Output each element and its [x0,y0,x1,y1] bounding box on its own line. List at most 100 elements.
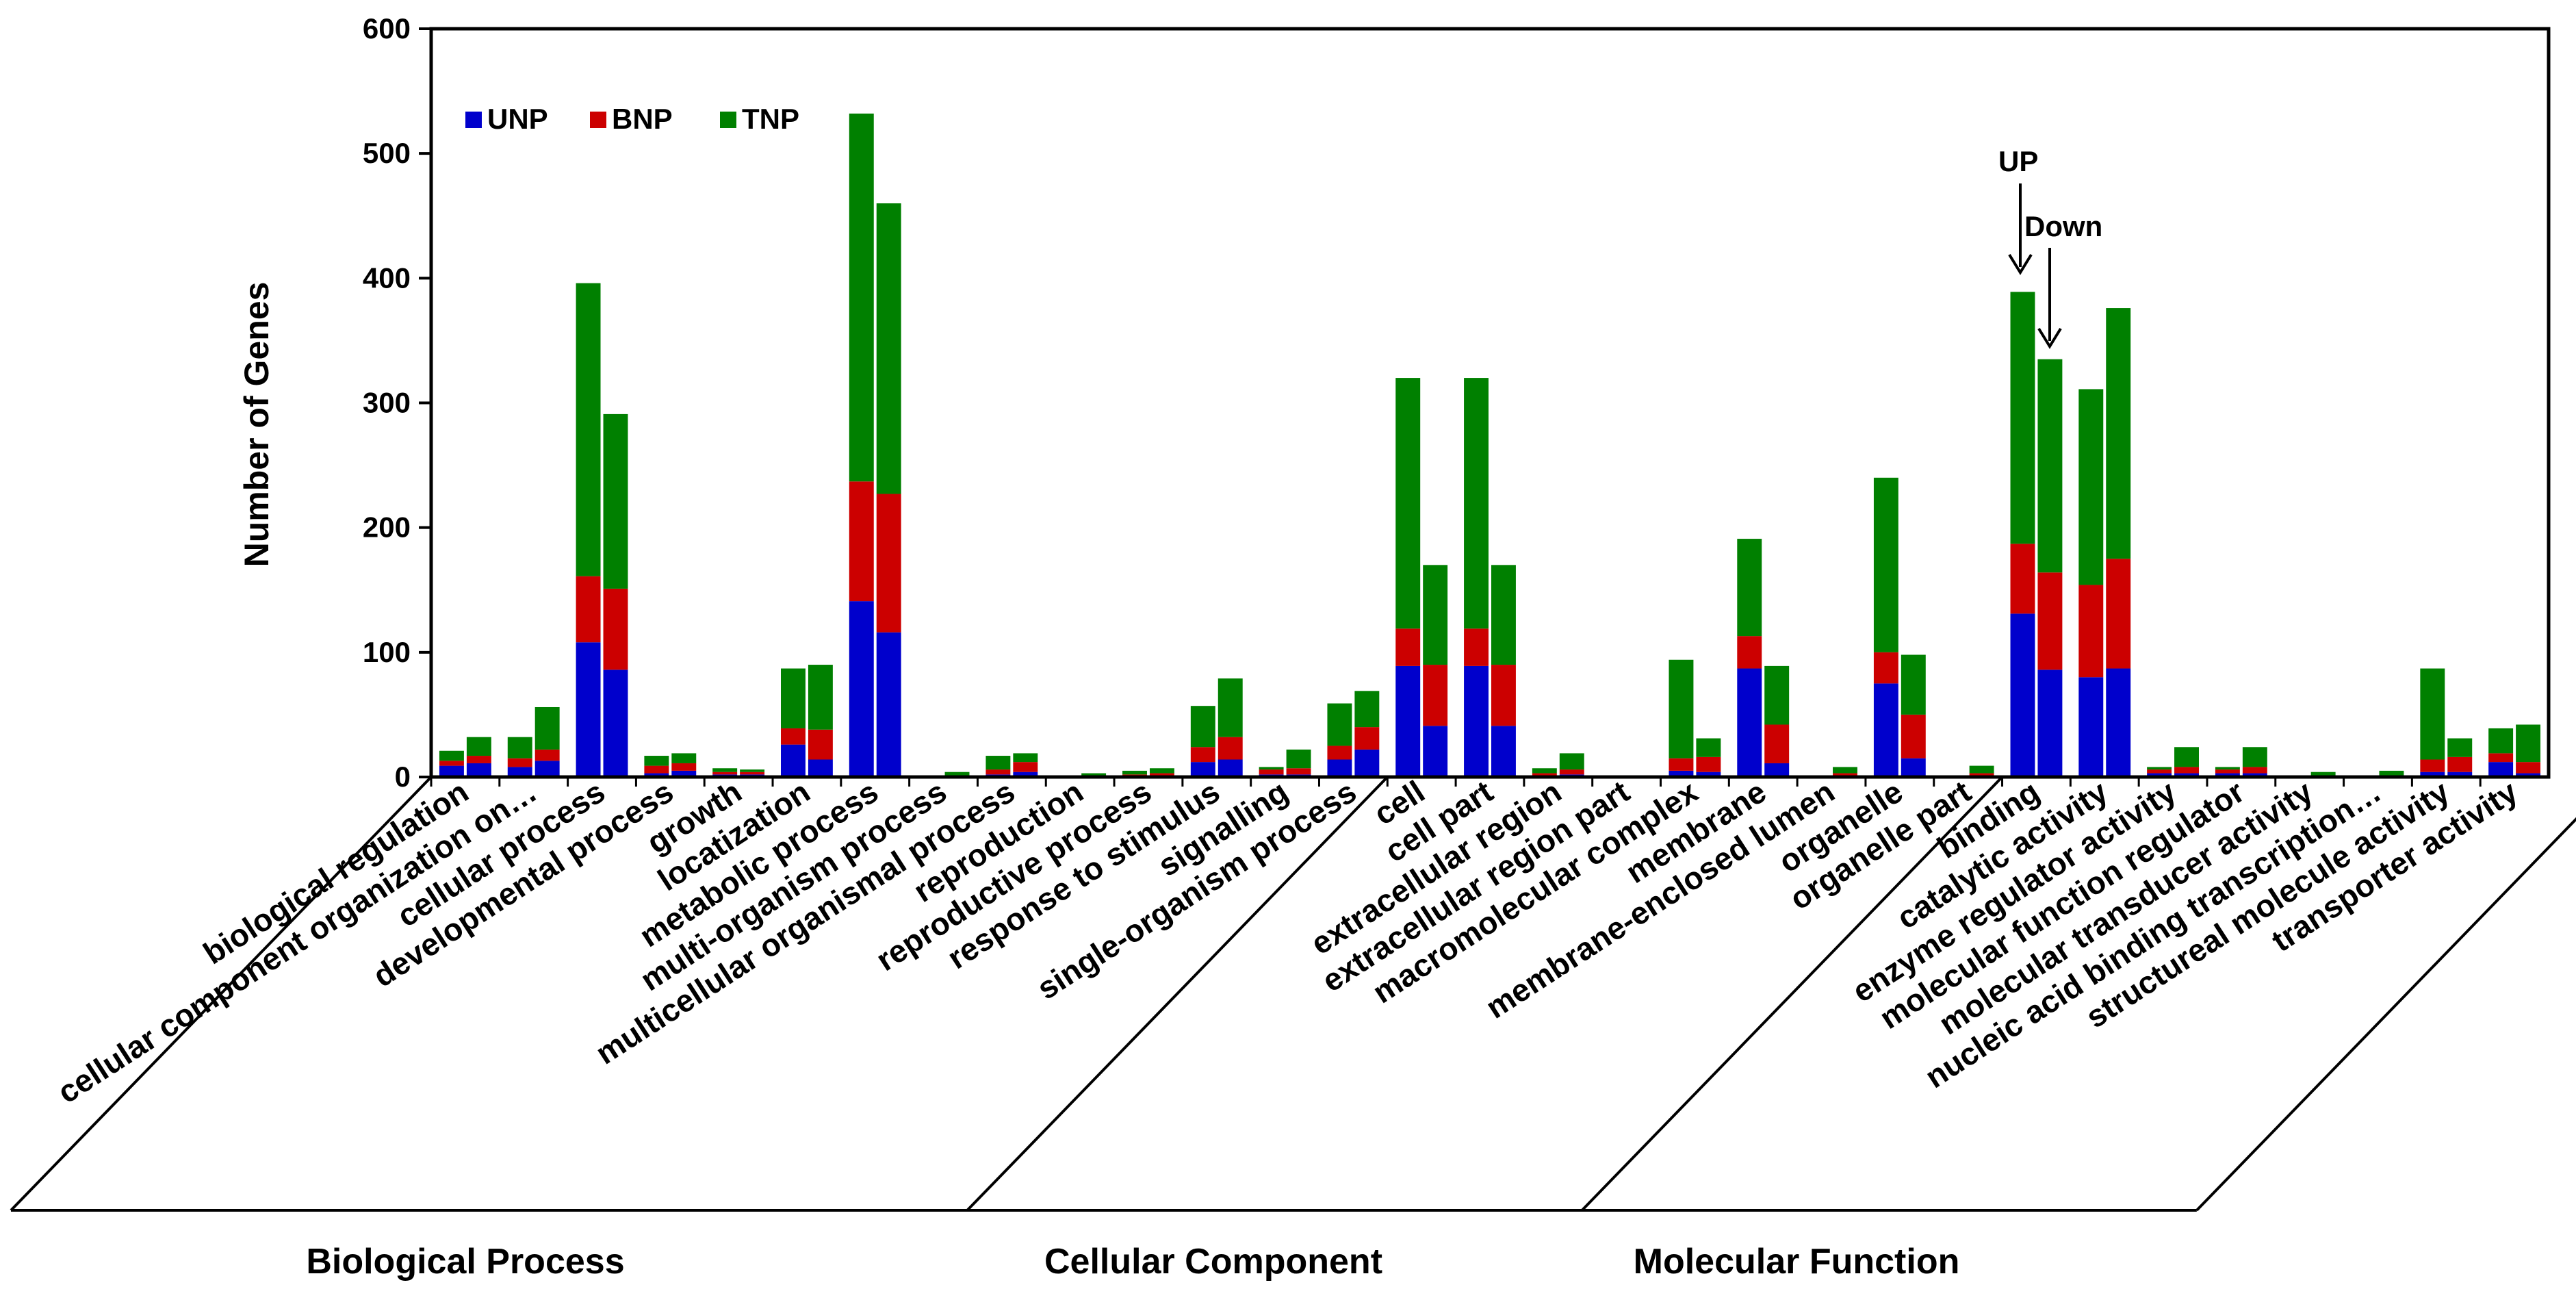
bar-down-tnp [1218,678,1243,737]
x-category-label: cellular component organization on… [51,774,543,1110]
bar-down-bnp [466,756,491,763]
bar-down-unp [1218,759,1243,777]
annotation-up: UP [1998,145,2038,177]
group-labels: Biological Process Cellular Component Mole… [306,1242,1959,1282]
bar-down-unp [1764,763,1790,777]
bar-down-unp [671,770,697,777]
bar-down-unp [2242,773,2267,777]
bar-up-tnp [2078,389,2104,585]
group-divider-line [966,776,1389,1212]
bar-down-tnp [534,706,560,750]
group-label: Molecular Function [1634,1242,1960,1282]
bar-down-tnp [671,753,697,763]
bar-up-bnp [986,769,1011,775]
bar-up-tnp [507,737,532,759]
bar-down-bnp [2447,756,2473,772]
bar-down-bnp [740,772,765,775]
y-tick-label: 200 [363,511,411,544]
bar-up-unp [2078,677,2104,777]
group-label: Cellular Component [1044,1242,1382,1282]
bar-up-tnp [781,668,806,728]
bar-up-bnp [849,481,874,602]
bar-up-tnp [1873,477,1898,652]
bar-down-unp [534,761,560,777]
bar-up-tnp [576,283,601,576]
bar-up-unp [507,767,532,777]
bar-up-unp [1190,762,1215,777]
bar-down-tnp [466,737,491,756]
bar-down-unp [1013,772,1038,777]
bar-up-bnp [644,765,669,774]
bar-up-unp [2488,762,2514,777]
bar-up-unp [1669,770,1694,777]
bar-down-unp [2037,670,2063,777]
bar-down-unp [1491,726,1516,777]
bar-up-unp [1737,668,1762,777]
bar-up-bnp [1737,636,1762,669]
bar-down-bnp [1559,769,1584,775]
bar-down-tnp [808,665,833,730]
group-label: Biological Process [306,1242,624,1282]
bar-up-tnp [1532,768,1557,774]
bar-down-bnp [2106,559,2131,669]
plot-frame [429,27,2551,779]
legend: UNP BNP TNP [465,103,799,135]
bar-up-tnp [849,113,874,482]
bar-up-bnp [1190,747,1215,763]
bar-up-tnp [2215,767,2240,770]
y-axis-title: Number of Genes [237,282,276,568]
bar-down-tnp [944,772,970,777]
bar-up-unp [1873,683,1898,777]
bar-down-tnp [2242,747,2267,767]
bar-down-unp [603,670,628,777]
bar-up-bnp [1395,628,1421,666]
bar-down-unp [876,632,901,777]
bar-up-tnp [1259,767,1284,770]
bar-up-tnp [1122,770,1147,775]
bar-up-tnp [439,750,464,761]
bar-series [430,113,2541,787]
bar-up-unp [2147,773,2172,777]
legend-label-bnp: BNP [612,103,673,135]
legend-label-tnp: TNP [742,103,799,135]
bar-up-tnp [1327,703,1352,746]
bar-down-bnp [671,763,697,771]
bar-down-tnp [1833,767,1857,774]
bar-down-bnp [1833,773,1857,776]
bar-up-unp [1327,759,1352,777]
bar-down-tnp [2516,724,2541,763]
bar-up-bnp [1259,769,1284,775]
bar-down-bnp [603,588,628,670]
bar-down-tnp [2174,747,2199,767]
bar-down-tnp [1286,749,1311,769]
bar-up-bnp [2215,769,2240,774]
bar-down-bnp [1901,714,1926,759]
group-divider-line [10,776,433,1212]
bar-down-unp [466,763,491,777]
bar-up-unp [781,744,806,777]
bar-up-unp [2420,772,2445,777]
bar-down-bnp [2174,767,2199,774]
bar-up-bnp [2147,769,2172,774]
bar-down-bnp [1354,727,1380,750]
bar-down-unp [2516,773,2541,777]
bar-up-tnp [2420,668,2445,760]
bar-up-unp [1395,665,1421,777]
bar-down-tnp [1901,654,1926,715]
bar-up-tnp [986,756,1011,770]
up-arrowhead [2008,253,2033,275]
bar-down-bnp [1491,665,1516,726]
bar-up-unp [849,601,874,777]
bar-up-bnp [576,576,601,643]
bar-down-bnp [2037,572,2063,670]
bar-down-tnp [1149,768,1174,774]
y-tick-label: 100 [363,636,411,668]
y-axis-ticks: 0 100 200 300 400 500 600 [363,12,431,793]
bar-down-bnp [1969,773,1994,776]
bar-down-bnp [1013,762,1038,772]
bar-up-bnp [781,728,806,745]
y-tick-label: 600 [363,12,411,44]
bar-down-unp [2447,772,2473,777]
